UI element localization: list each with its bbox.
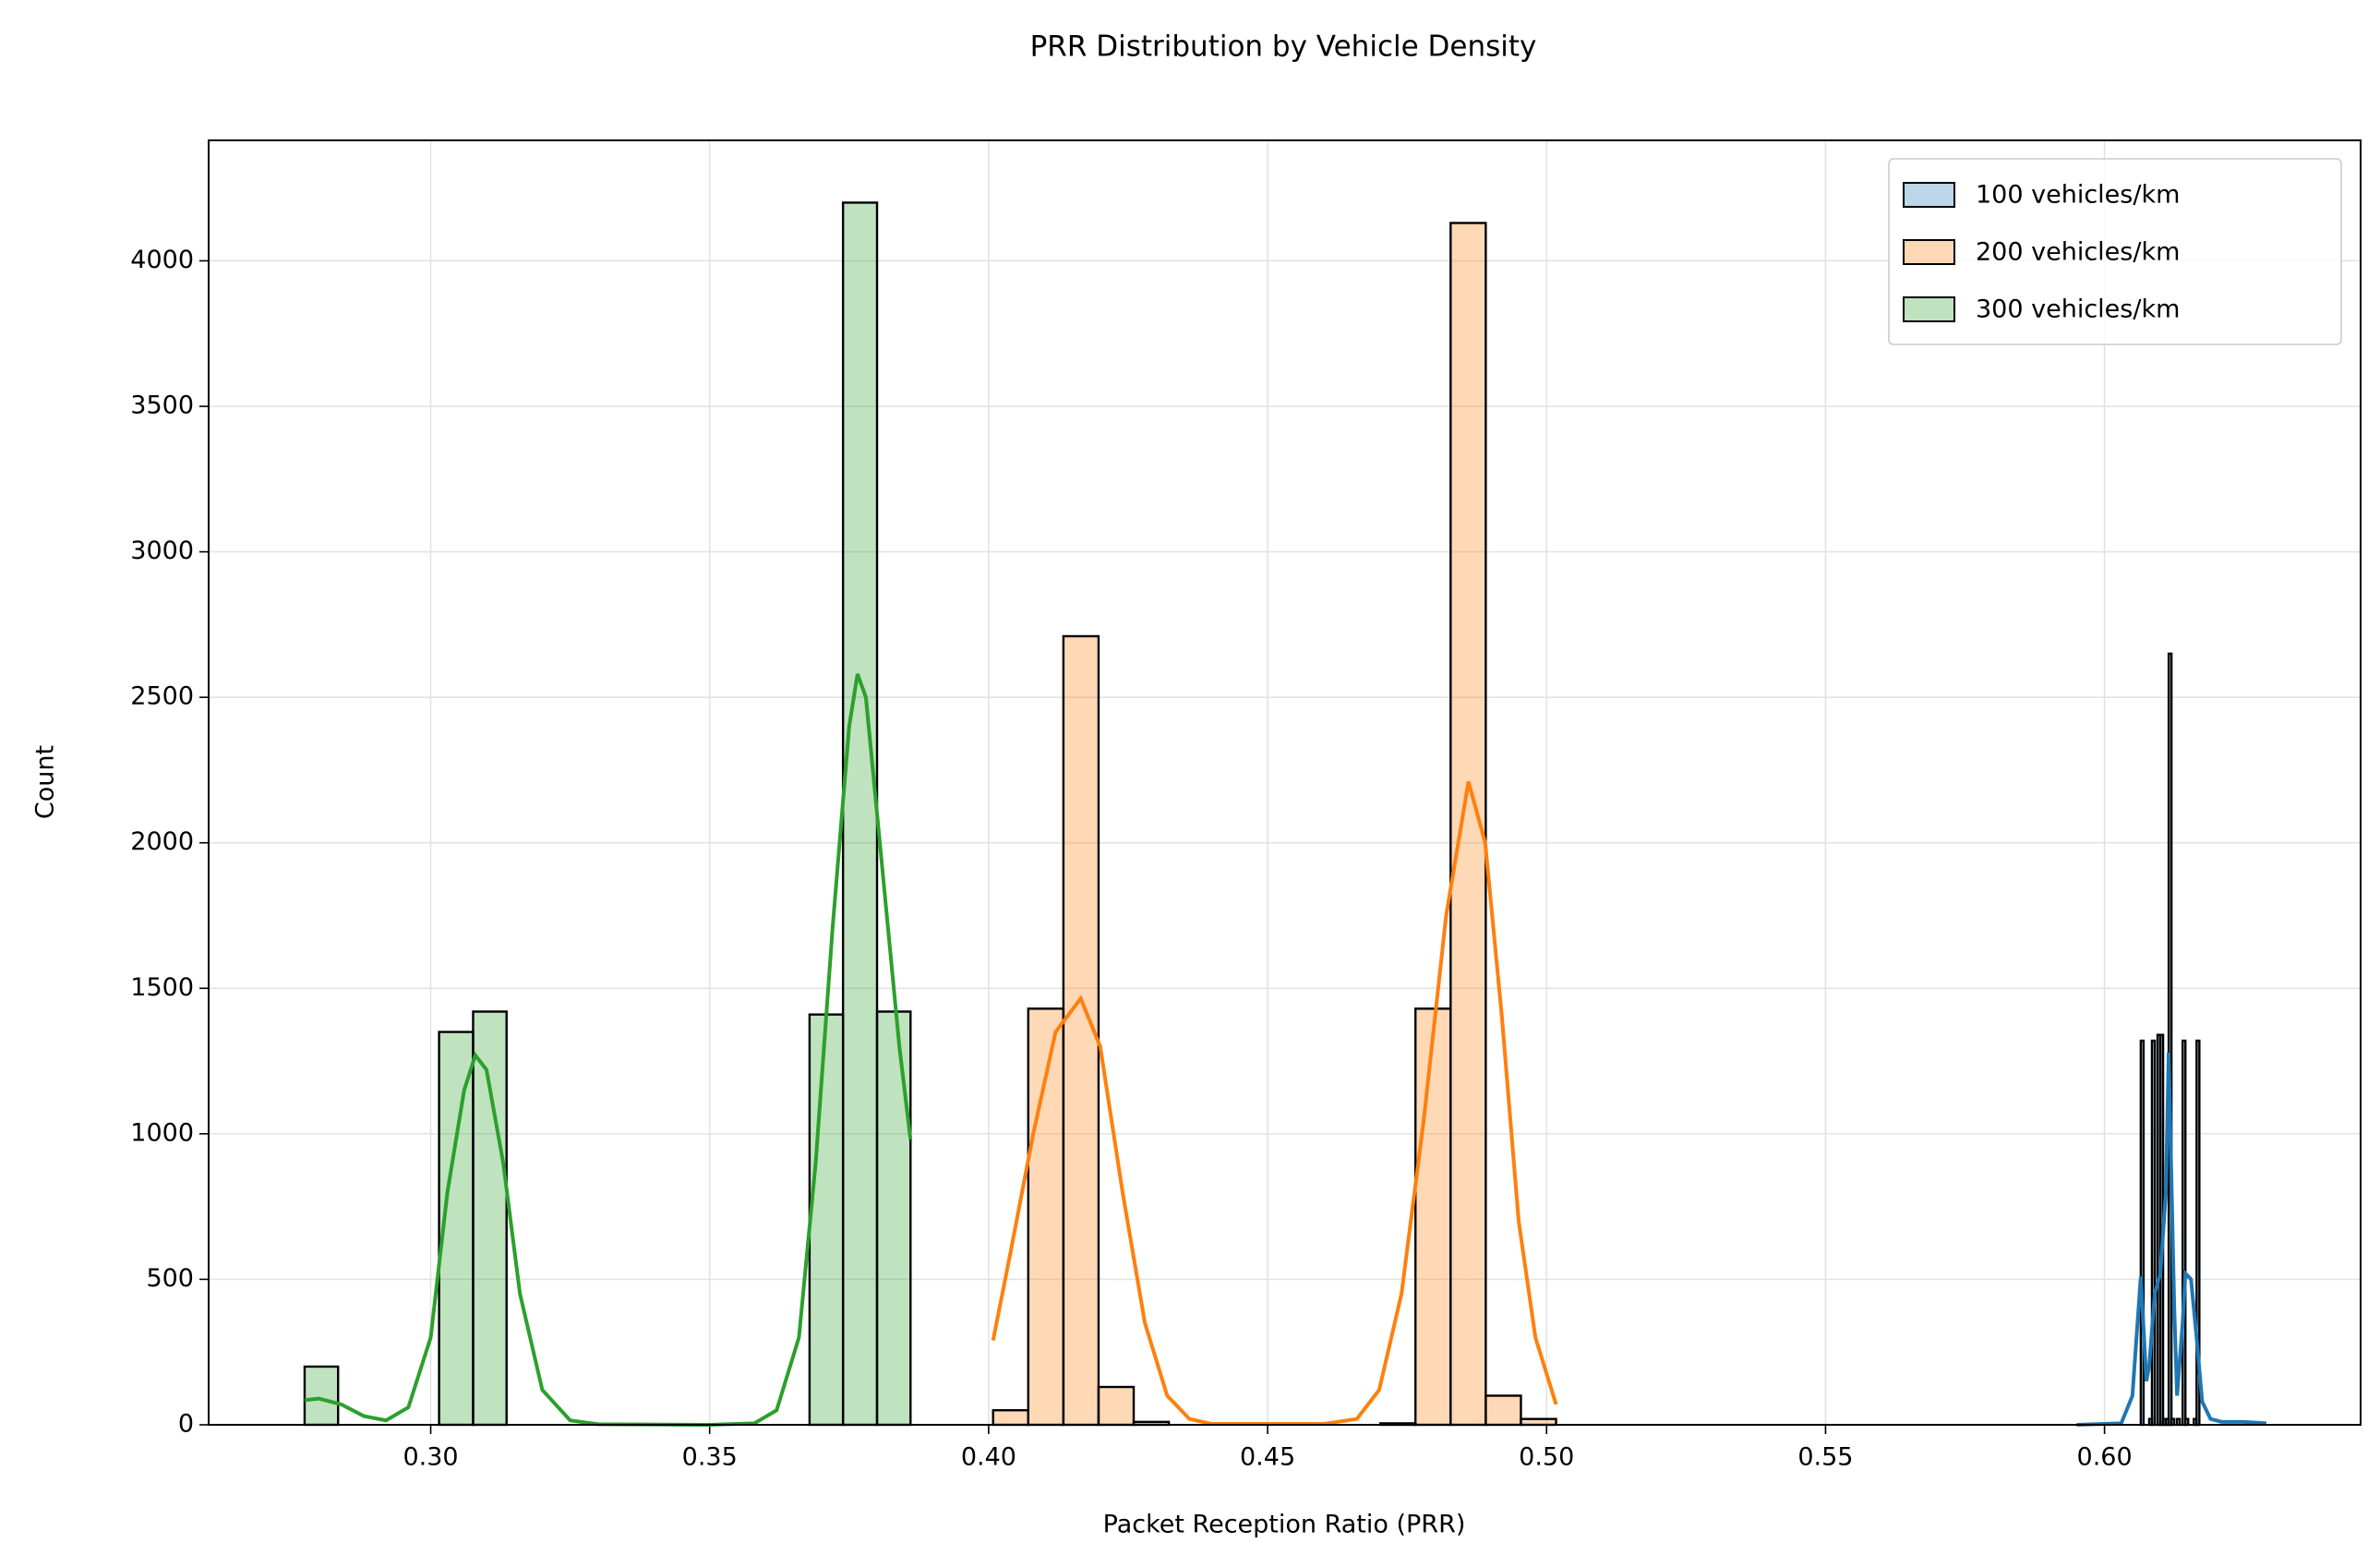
y-tick-label: 3000 bbox=[130, 536, 194, 565]
y-tick-label: 3500 bbox=[130, 392, 194, 420]
histogram-bar bbox=[2167, 652, 2173, 1427]
histogram-bar bbox=[1414, 1007, 1452, 1427]
legend-label: 300 vehicles/km bbox=[1976, 295, 2180, 324]
legend-box bbox=[1888, 158, 2342, 345]
legend-swatch bbox=[1903, 296, 1955, 322]
x-tick-label: 0.50 bbox=[1519, 1443, 1574, 1472]
histogram-bar bbox=[303, 1365, 340, 1427]
x-tick-label: 0.55 bbox=[1797, 1443, 1853, 1472]
histogram-bar bbox=[841, 201, 879, 1427]
x-tick-label: 0.45 bbox=[1240, 1443, 1295, 1472]
chart-title: PRR Distribution by Vehicle Density bbox=[1030, 30, 1537, 64]
legend-label: 100 vehicles/km bbox=[1976, 181, 2180, 210]
histogram-bar bbox=[1097, 1385, 1136, 1427]
kde-line bbox=[2076, 1052, 2266, 1427]
legend-swatch bbox=[1903, 239, 1955, 265]
histogram-bar bbox=[2150, 1039, 2157, 1427]
x-tick-label: 0.60 bbox=[2077, 1443, 2133, 1472]
y-tick-label: 0 bbox=[178, 1410, 194, 1439]
x-axis-label: Packet Reception Ratio (PRR) bbox=[1103, 1511, 1466, 1539]
plot-frame bbox=[208, 139, 2362, 1426]
y-axis-label: Count bbox=[31, 745, 60, 819]
kde-line bbox=[304, 673, 913, 1428]
y-tick-label: 500 bbox=[146, 1264, 194, 1293]
y-tick-label: 2500 bbox=[130, 682, 194, 711]
histogram-bar bbox=[808, 1013, 845, 1427]
y-tick-label: 2000 bbox=[130, 827, 194, 856]
histogram-bar bbox=[472, 1010, 508, 1427]
histogram-bar bbox=[875, 1010, 912, 1427]
x-tick-label: 0.30 bbox=[403, 1443, 458, 1472]
histogram-bar bbox=[992, 1409, 1029, 1427]
y-tick-label: 4000 bbox=[130, 246, 194, 274]
y-tick-label: 1500 bbox=[130, 973, 194, 1002]
legend-swatch bbox=[1903, 182, 1955, 208]
histogram-bar bbox=[1484, 1394, 1522, 1427]
legend-label: 200 vehicles/km bbox=[1976, 238, 2180, 267]
histogram-bar bbox=[2182, 1039, 2187, 1427]
y-tick-label: 1000 bbox=[130, 1118, 194, 1147]
x-tick-label: 0.40 bbox=[961, 1443, 1016, 1472]
histogram-bar bbox=[2139, 1039, 2146, 1427]
x-tick-label: 0.35 bbox=[682, 1443, 738, 1472]
